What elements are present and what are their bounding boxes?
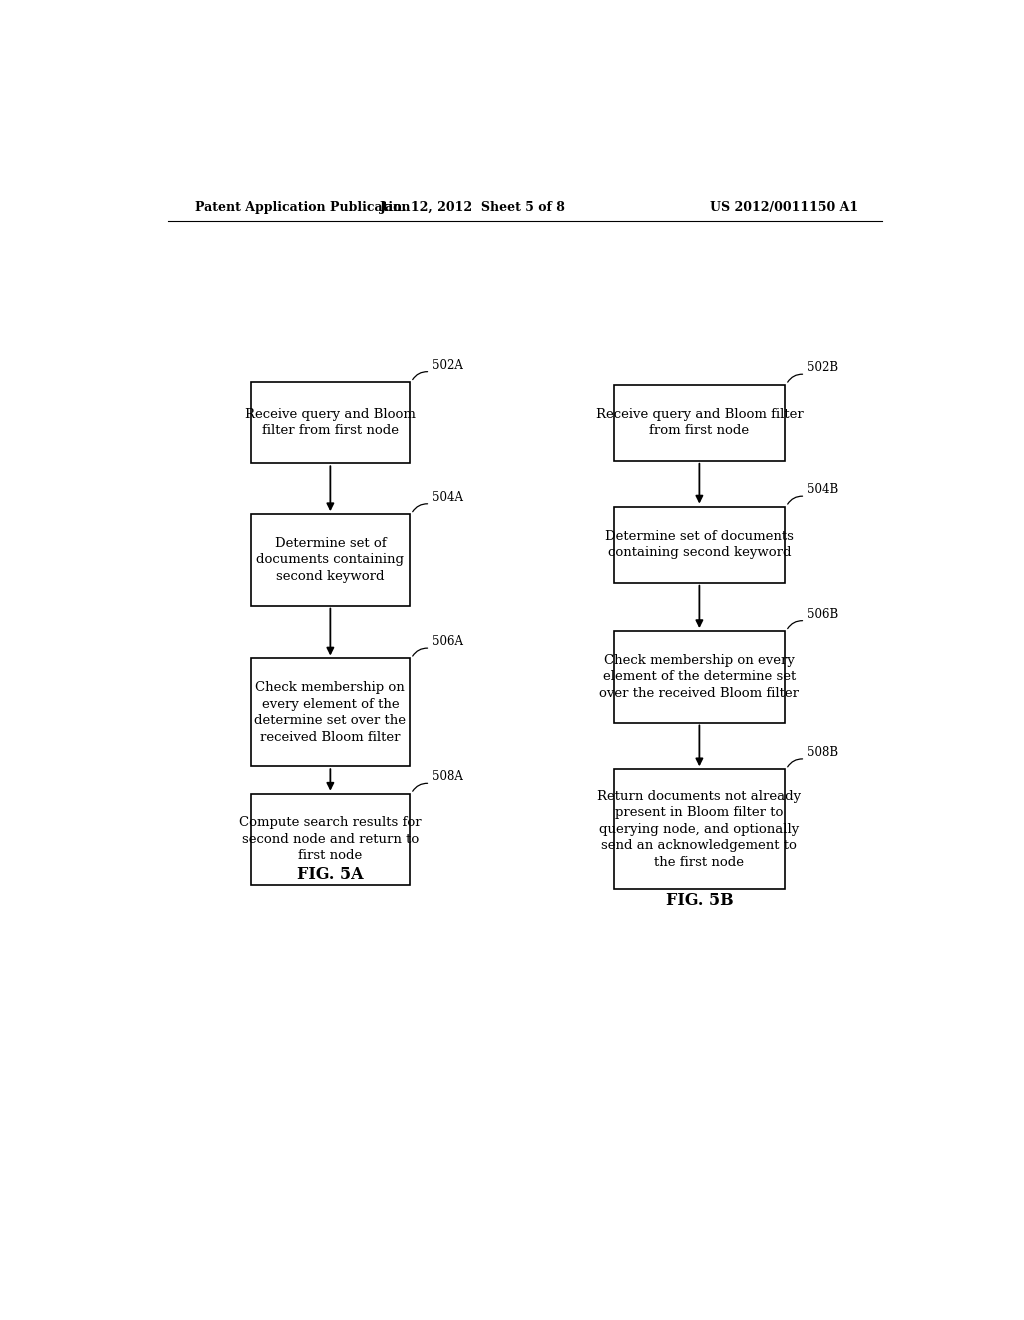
Bar bbox=[251, 515, 410, 606]
Text: 506A: 506A bbox=[432, 635, 463, 648]
Bar bbox=[251, 659, 410, 766]
Text: 504A: 504A bbox=[432, 491, 463, 504]
Bar bbox=[251, 793, 410, 886]
Text: 502B: 502B bbox=[807, 362, 838, 375]
Bar bbox=[614, 384, 784, 461]
Bar bbox=[614, 507, 784, 582]
Text: Receive query and Bloom
filter from first node: Receive query and Bloom filter from firs… bbox=[245, 408, 416, 437]
Text: 506B: 506B bbox=[807, 609, 839, 620]
Text: 508A: 508A bbox=[432, 771, 463, 784]
Text: 508B: 508B bbox=[807, 746, 838, 759]
Text: Receive query and Bloom filter
from first node: Receive query and Bloom filter from firs… bbox=[596, 408, 803, 437]
Text: Determine set of
documents containing
second keyword: Determine set of documents containing se… bbox=[256, 537, 404, 583]
Bar bbox=[614, 631, 784, 722]
Text: Determine set of documents
containing second keyword: Determine set of documents containing se… bbox=[605, 529, 794, 560]
Text: Compute search results for
second node and return to
first node: Compute search results for second node a… bbox=[239, 816, 422, 862]
Text: Return documents not already
present in Bloom filter to
querying node, and optio: Return documents not already present in … bbox=[597, 789, 802, 869]
Text: Patent Application Publication: Patent Application Publication bbox=[196, 201, 411, 214]
Text: 502A: 502A bbox=[432, 359, 463, 372]
Bar bbox=[614, 770, 784, 890]
Text: FIG. 5B: FIG. 5B bbox=[666, 892, 733, 909]
Text: US 2012/0011150 A1: US 2012/0011150 A1 bbox=[710, 201, 858, 214]
Text: Jan. 12, 2012  Sheet 5 of 8: Jan. 12, 2012 Sheet 5 of 8 bbox=[380, 201, 566, 214]
Bar bbox=[251, 381, 410, 463]
Text: 504B: 504B bbox=[807, 483, 839, 496]
Text: Check membership on
every element of the
determine set over the
received Bloom f: Check membership on every element of the… bbox=[254, 681, 407, 743]
Text: FIG. 5A: FIG. 5A bbox=[297, 866, 364, 883]
Text: Check membership on every
element of the determine set
over the received Bloom f: Check membership on every element of the… bbox=[599, 653, 800, 700]
